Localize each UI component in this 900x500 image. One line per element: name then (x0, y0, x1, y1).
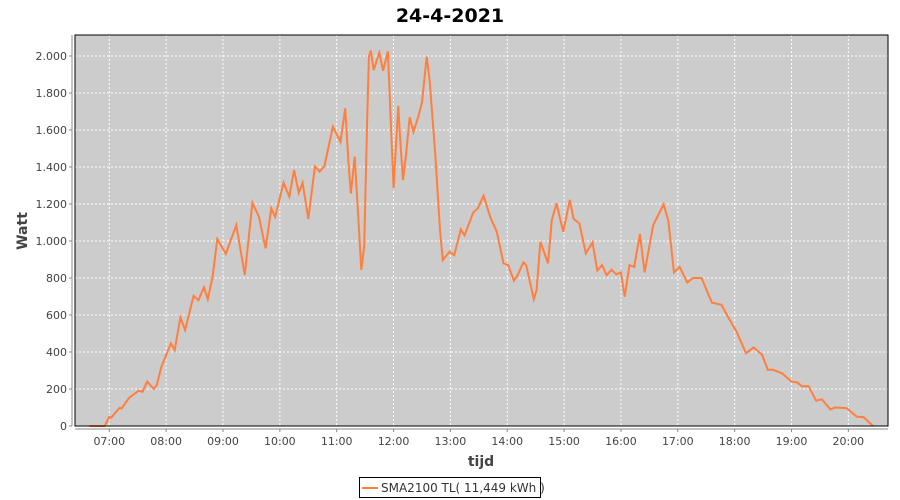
x-tick-label: 11:00 (321, 435, 353, 448)
y-tick-label: 1.200 (36, 198, 68, 211)
x-tick-label: 20:00 (832, 435, 864, 448)
y-tick-label: 400 (46, 346, 67, 359)
y-tick-label: 600 (46, 309, 67, 322)
grid (75, 35, 888, 427)
x-tick-label: 13:00 (435, 435, 467, 448)
plot-border (74, 34, 889, 427)
series-line (89, 48, 874, 427)
y-tick-label: 1.400 (36, 161, 68, 174)
chart-title: 24-4-2021 (396, 5, 504, 27)
x-tick-label: 09:00 (207, 435, 239, 448)
y-tick-label: 1.600 (36, 124, 68, 137)
plot-area (75, 35, 888, 426)
x-tick-label: 14:00 (491, 435, 523, 448)
y-tick-label: 1.800 (36, 87, 68, 100)
x-tick-label: 08:00 (150, 435, 182, 448)
x-tick-label: 19:00 (776, 435, 808, 448)
y-tick-label: 0 (60, 420, 67, 433)
y-tick-label: 1.000 (36, 235, 68, 248)
y-tick-label: 200 (46, 383, 67, 396)
y-tick-label: 2.000 (36, 50, 68, 63)
y-tick-label: 800 (46, 272, 67, 285)
x-tick-label: 15:00 (548, 435, 580, 448)
x-axis: 07:00 08:00 09:00 10:00 11:00 12:00 13:00 14:00… (75, 428, 888, 448)
y-axis: 0 200 400 600 800 1.000 1.200 1.400 1.600 1.800 2.… (36, 35, 73, 433)
x-tick-label: 17:00 (662, 435, 694, 448)
y-axis-label: Watt (15, 212, 31, 250)
x-tick-label: 12:00 (378, 435, 410, 448)
legend-label: SMA2100 TL( 11,449 kWh ) (381, 481, 545, 495)
legend: SMA2100 TL( 11,449 kWh ) (359, 477, 545, 498)
x-tick-label: 07:00 (93, 435, 125, 448)
legend-box (359, 477, 541, 498)
x-tick-label: 18:00 (719, 435, 751, 448)
x-axis-label: tijd (468, 454, 494, 470)
x-tick-label: 10:00 (264, 435, 296, 448)
x-tick-label: 16:00 (605, 435, 637, 448)
